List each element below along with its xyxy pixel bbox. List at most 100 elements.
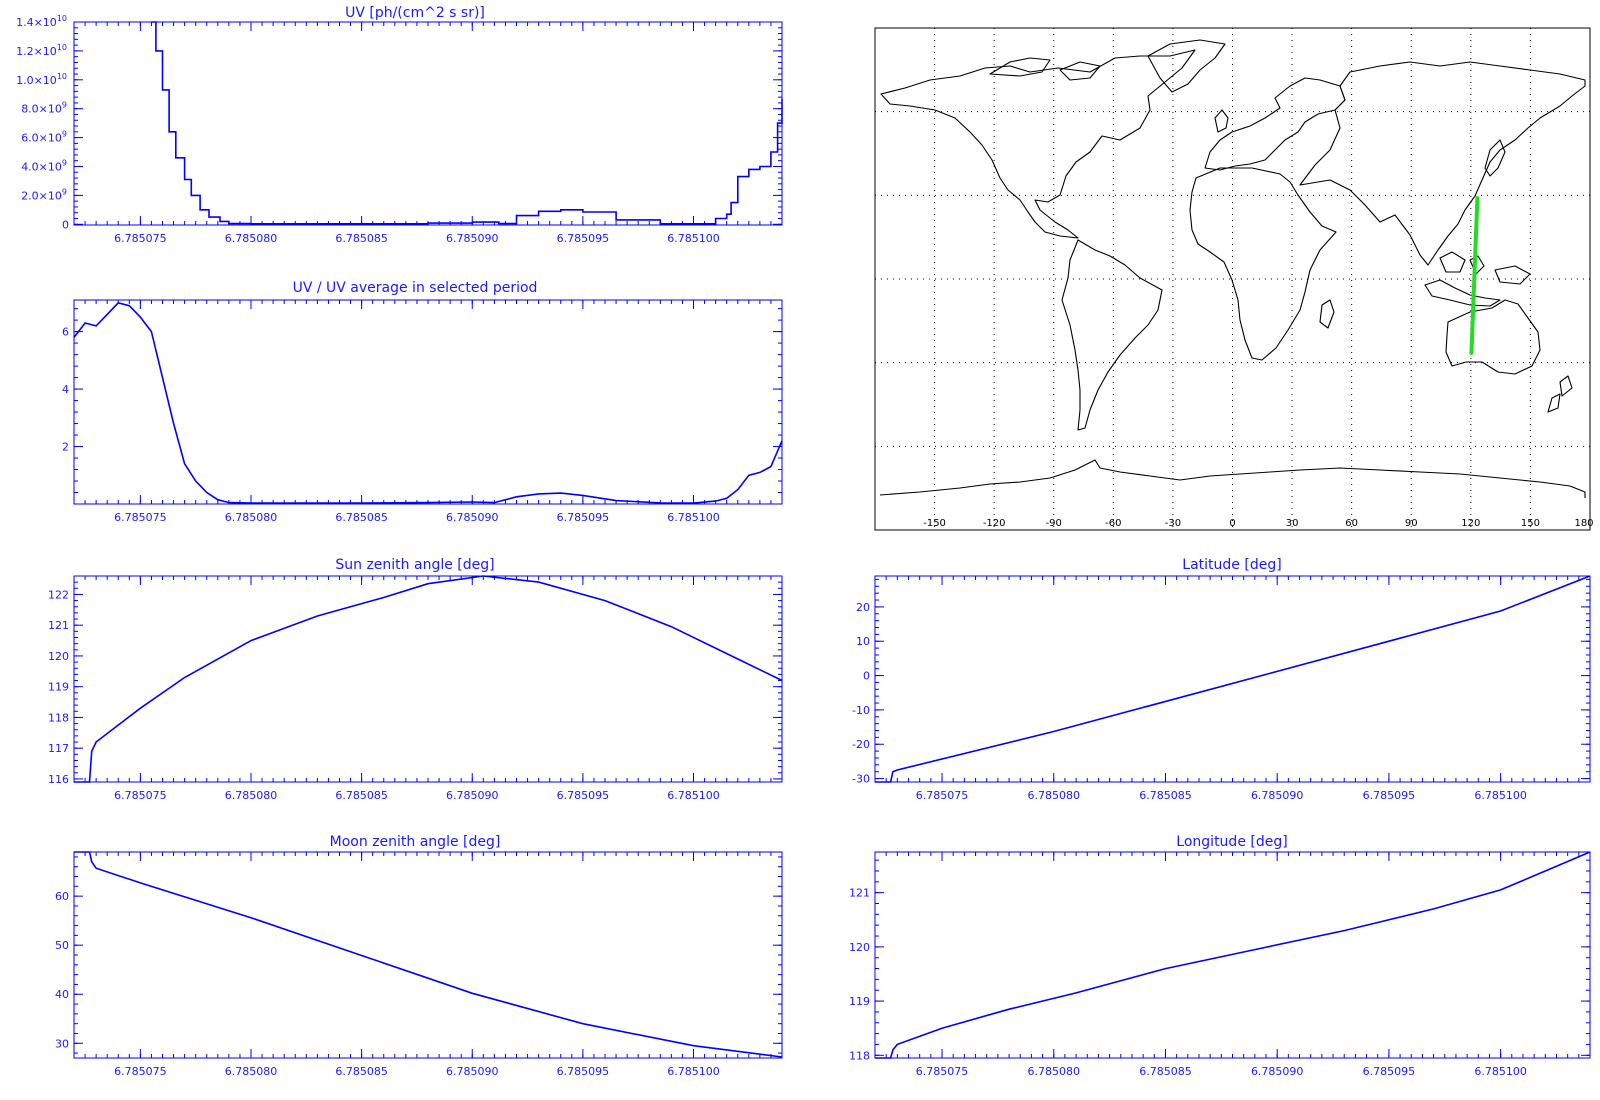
uv-y-tick-label: 8.0×109 — [21, 101, 67, 116]
sun-zenith-title: Sun zenith angle [deg] — [335, 557, 494, 573]
longitude-panel: Longitude [deg] 6.785075 6.785080 6.785085… — [849, 834, 1591, 1078]
latitude-x-tick-label: 6.785080 — [1028, 789, 1081, 802]
map-lon-tick-label: -120 — [983, 518, 1006, 529]
sun_zenith-x-tick-label: 6.785075 — [114, 789, 167, 802]
latitude-x-tick-label: 6.785085 — [1139, 789, 1192, 802]
moon_zenith-y-tick-label: 60 — [55, 890, 69, 903]
map-lon-tick-label: 30 — [1286, 518, 1299, 529]
uv-x-tick-label: 6.785095 — [557, 232, 610, 245]
sun_zenith-x-tick-label: 6.785080 — [225, 789, 278, 802]
latitude-x-tick-label: 6.785090 — [1251, 789, 1304, 802]
sun_zenith-y-tick-label: 117 — [48, 742, 69, 755]
coast-africa — [1189, 167, 1337, 361]
uv-x-tick-label: 6.785075 — [114, 232, 167, 245]
map-lon-tick-label: 120 — [1461, 518, 1480, 529]
longitude-y-tick-label: 121 — [849, 887, 870, 900]
coast-asia — [1299, 61, 1586, 266]
sun_zenith-axes-frame — [73, 575, 783, 783]
longitude-x-tick-label: 6.785090 — [1251, 1065, 1304, 1078]
uv-y-tick-label: 0 — [62, 218, 69, 231]
latitude-y-tick-label: -20 — [852, 738, 870, 751]
uv_ratio-x-tick-label: 6.785075 — [114, 511, 167, 524]
coast-japan — [1484, 139, 1506, 177]
sun_zenith-y-tick-label: 119 — [48, 681, 69, 694]
moon_zenith-x-tick-label: 6.785085 — [335, 1065, 388, 1078]
uv-y-tick-label: 1.0×1010 — [16, 72, 67, 87]
world-map-panel: -150 -120 -90 -60 -30 0 30 60 90 120 150 180 — [874, 27, 1594, 531]
sun_zenith-y-tick-label: 122 — [48, 588, 69, 601]
sun_zenith-x-tick-label: 6.785085 — [335, 789, 388, 802]
coast-indonesia — [1424, 251, 1531, 307]
moon_zenith-y-tick-label: 40 — [55, 988, 69, 1001]
coast-uk — [1214, 109, 1229, 133]
longitude-y-tick-label: 120 — [849, 941, 870, 954]
map-lon-tick-label: 150 — [1521, 518, 1540, 529]
sun-zenith-panel: Sun zenith angle [deg] 6.785075 6.785080 6… — [48, 557, 783, 802]
coast-arctic-islands — [989, 57, 1101, 81]
moon_zenith-x-tick-label: 6.785075 — [114, 1065, 167, 1078]
uv_ratio-y-tick-label: 6 — [62, 326, 69, 339]
uv-series-line — [151, 21, 783, 225]
uv_ratio-axes-frame — [73, 299, 783, 505]
coast-new-zealand — [1547, 375, 1573, 413]
longitude-x-tick-label: 6.785095 — [1363, 1065, 1416, 1078]
longitude-title: Longitude [deg] — [1176, 834, 1287, 850]
latitude-y-tick-label: 20 — [856, 601, 870, 614]
map-lon-tick-label: 0 — [1229, 518, 1235, 529]
map-lon-tick-label: 60 — [1345, 518, 1358, 529]
moon_zenith-axes-frame — [73, 851, 783, 1059]
uv-ratio-panel: UV / UV average in selected period 6.785… — [62, 280, 783, 524]
map-lon-tick-label: 180 — [1574, 518, 1593, 529]
uv-axes-frame — [73, 21, 783, 226]
uv_ratio-x-tick-label: 6.785095 — [557, 511, 610, 524]
uv-title: UV [ph/(cm^2 s sr)] — [345, 5, 485, 21]
sun_zenith-y-tick-label: 116 — [48, 773, 69, 786]
sun_zenith-x-tick-label: 6.785095 — [557, 789, 610, 802]
uv_ratio-x-tick-label: 6.785085 — [335, 511, 388, 524]
uv_ratio-x-tick-label: 6.785080 — [225, 511, 278, 524]
latitude-panel: Latitude [deg] 6.785075 6.785080 6.785085 6… — [852, 557, 1591, 802]
moon-zenith-panel: Moon zenith angle [deg] 6.785075 6.785080… — [55, 834, 783, 1078]
longitude-y-tick-label: 119 — [849, 995, 870, 1008]
map-lon-ticks: -150 -120 -90 -60 -30 0 30 60 90 120 150 180 — [923, 518, 1593, 529]
uv-x-tick-label: 6.785080 — [225, 232, 278, 245]
longitude-x-tick-label: 6.785080 — [1028, 1065, 1081, 1078]
latitude-x-tick-label: 6.785100 — [1474, 789, 1527, 802]
sun_zenith-x-tick-label: 6.785090 — [446, 789, 499, 802]
uv-x-tick-label: 6.785085 — [335, 232, 388, 245]
moon_zenith-x-tick-label: 6.785100 — [667, 1065, 720, 1078]
moon_zenith-y-tick-label: 30 — [55, 1037, 69, 1050]
moon_zenith-x-tick-label: 6.785080 — [225, 1065, 278, 1078]
latitude-x-tick-label: 6.785075 — [916, 789, 969, 802]
map-lon-tick-label: -150 — [923, 518, 946, 529]
map-lon-tick-label: -30 — [1165, 518, 1181, 529]
uv_ratio-y-tick-label: 4 — [62, 383, 69, 396]
longitude-x-tick-label: 6.785085 — [1139, 1065, 1192, 1078]
coast-australia — [1445, 299, 1541, 375]
uv-x-tick-label: 6.785100 — [667, 232, 720, 245]
uv_ratio-series-line — [73, 302, 783, 504]
uv-y-tick-label: 6.0×109 — [21, 130, 67, 145]
longitude-x-tick-label: 6.785075 — [916, 1065, 969, 1078]
map-lon-tick-label: -60 — [1105, 518, 1121, 529]
map-lon-tick-label: 90 — [1405, 518, 1418, 529]
latitude-axes-frame — [874, 575, 1591, 783]
longitude-series-line — [875, 851, 1591, 1059]
coast-north-america — [880, 49, 1196, 239]
orbit-track — [1469, 196, 1480, 355]
moon_zenith-series-line — [74, 851, 783, 1058]
coast-greenland — [1147, 39, 1226, 93]
uv-panel: UV [ph/(cm^2 s sr)] 6.785075 6.785080 6.78… — [16, 5, 783, 245]
coast-south-america — [1061, 239, 1163, 431]
uv_ratio-x-tick-label: 6.785100 — [667, 511, 720, 524]
uv-y-tick-label: 2.0×109 — [21, 187, 67, 202]
sun_zenith-y-tick-label: 118 — [48, 711, 69, 724]
latitude-y-tick-label: -30 — [852, 773, 870, 786]
latitude-y-tick-label: -10 — [852, 704, 870, 717]
latitude-title: Latitude [deg] — [1182, 557, 1281, 573]
sun_zenith-series-line — [74, 575, 783, 783]
coast-antarctica — [879, 459, 1586, 498]
moon_zenith-y-tick-label: 50 — [55, 939, 69, 952]
longitude-x-tick-label: 6.785100 — [1474, 1065, 1527, 1078]
